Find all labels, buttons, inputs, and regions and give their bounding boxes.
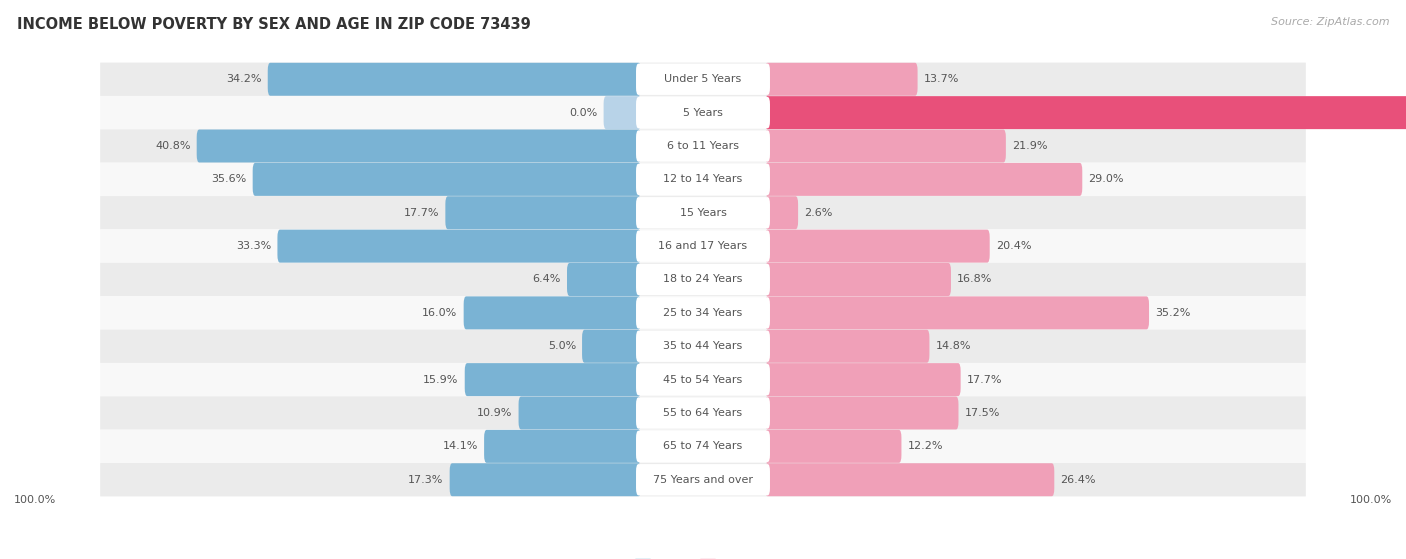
- Text: 15 Years: 15 Years: [679, 208, 727, 218]
- FancyBboxPatch shape: [765, 263, 950, 296]
- FancyBboxPatch shape: [636, 330, 770, 362]
- Text: INCOME BELOW POVERTY BY SEX AND AGE IN ZIP CODE 73439: INCOME BELOW POVERTY BY SEX AND AGE IN Z…: [17, 17, 530, 32]
- FancyBboxPatch shape: [100, 263, 1306, 296]
- FancyBboxPatch shape: [253, 163, 641, 196]
- Text: 13.7%: 13.7%: [924, 74, 959, 84]
- FancyBboxPatch shape: [636, 297, 770, 329]
- FancyBboxPatch shape: [100, 396, 1306, 430]
- Text: 12 to 14 Years: 12 to 14 Years: [664, 174, 742, 184]
- Text: 6.4%: 6.4%: [533, 274, 561, 285]
- FancyBboxPatch shape: [450, 463, 641, 496]
- Text: 40.8%: 40.8%: [155, 141, 191, 151]
- Text: 12.2%: 12.2%: [907, 442, 943, 451]
- FancyBboxPatch shape: [636, 64, 770, 95]
- FancyBboxPatch shape: [603, 96, 641, 129]
- FancyBboxPatch shape: [567, 263, 641, 296]
- Text: 16 and 17 Years: 16 and 17 Years: [658, 241, 748, 251]
- FancyBboxPatch shape: [636, 197, 770, 229]
- FancyBboxPatch shape: [100, 96, 1306, 129]
- FancyBboxPatch shape: [100, 463, 1306, 496]
- Text: 55 to 64 Years: 55 to 64 Years: [664, 408, 742, 418]
- Text: 29.0%: 29.0%: [1088, 174, 1123, 184]
- FancyBboxPatch shape: [765, 196, 799, 229]
- FancyBboxPatch shape: [636, 464, 770, 495]
- FancyBboxPatch shape: [765, 63, 918, 96]
- FancyBboxPatch shape: [267, 63, 641, 96]
- FancyBboxPatch shape: [765, 363, 960, 396]
- Text: 26.4%: 26.4%: [1060, 475, 1095, 485]
- Text: 17.7%: 17.7%: [404, 208, 439, 218]
- FancyBboxPatch shape: [636, 130, 770, 162]
- Text: 16.8%: 16.8%: [957, 274, 993, 285]
- FancyBboxPatch shape: [765, 396, 959, 429]
- FancyBboxPatch shape: [765, 130, 1005, 163]
- FancyBboxPatch shape: [100, 163, 1306, 196]
- Text: 14.1%: 14.1%: [443, 442, 478, 451]
- Text: 35 to 44 Years: 35 to 44 Years: [664, 341, 742, 351]
- FancyBboxPatch shape: [465, 363, 641, 396]
- Text: Source: ZipAtlas.com: Source: ZipAtlas.com: [1271, 17, 1389, 27]
- Text: 35.2%: 35.2%: [1156, 308, 1191, 318]
- Text: 20.4%: 20.4%: [995, 241, 1031, 251]
- Text: 21.9%: 21.9%: [1012, 141, 1047, 151]
- FancyBboxPatch shape: [484, 430, 641, 463]
- FancyBboxPatch shape: [765, 463, 1054, 496]
- FancyBboxPatch shape: [100, 330, 1306, 363]
- Text: 33.3%: 33.3%: [236, 241, 271, 251]
- FancyBboxPatch shape: [765, 230, 990, 263]
- FancyBboxPatch shape: [464, 296, 641, 329]
- Text: Under 5 Years: Under 5 Years: [665, 74, 741, 84]
- FancyBboxPatch shape: [197, 130, 641, 163]
- FancyBboxPatch shape: [636, 230, 770, 262]
- FancyBboxPatch shape: [636, 97, 770, 129]
- FancyBboxPatch shape: [446, 196, 641, 229]
- FancyBboxPatch shape: [519, 396, 641, 429]
- Text: 15.9%: 15.9%: [423, 375, 458, 385]
- Text: 17.5%: 17.5%: [965, 408, 1000, 418]
- Text: 75 Years and over: 75 Years and over: [652, 475, 754, 485]
- FancyBboxPatch shape: [277, 230, 641, 263]
- Text: 6 to 11 Years: 6 to 11 Years: [666, 141, 740, 151]
- Text: 17.7%: 17.7%: [967, 375, 1002, 385]
- Text: 17.3%: 17.3%: [408, 475, 443, 485]
- Text: 18 to 24 Years: 18 to 24 Years: [664, 274, 742, 285]
- Text: 14.8%: 14.8%: [935, 341, 972, 351]
- Legend: Male, Female: Male, Female: [630, 555, 776, 559]
- FancyBboxPatch shape: [765, 163, 1083, 196]
- FancyBboxPatch shape: [100, 296, 1306, 330]
- FancyBboxPatch shape: [636, 164, 770, 195]
- FancyBboxPatch shape: [100, 196, 1306, 229]
- FancyBboxPatch shape: [100, 63, 1306, 96]
- Text: 10.9%: 10.9%: [477, 408, 512, 418]
- FancyBboxPatch shape: [765, 330, 929, 363]
- Text: 45 to 54 Years: 45 to 54 Years: [664, 375, 742, 385]
- Text: 100.0%: 100.0%: [1350, 495, 1392, 505]
- Text: 16.0%: 16.0%: [422, 308, 457, 318]
- FancyBboxPatch shape: [636, 430, 770, 462]
- Text: 65 to 74 Years: 65 to 74 Years: [664, 442, 742, 451]
- FancyBboxPatch shape: [636, 364, 770, 395]
- Text: 5 Years: 5 Years: [683, 108, 723, 117]
- Text: 35.6%: 35.6%: [211, 174, 246, 184]
- FancyBboxPatch shape: [100, 430, 1306, 463]
- FancyBboxPatch shape: [765, 430, 901, 463]
- Text: 0.0%: 0.0%: [569, 108, 598, 117]
- Text: 2.6%: 2.6%: [804, 208, 832, 218]
- FancyBboxPatch shape: [765, 296, 1149, 329]
- FancyBboxPatch shape: [100, 363, 1306, 396]
- FancyBboxPatch shape: [582, 330, 641, 363]
- FancyBboxPatch shape: [100, 229, 1306, 263]
- Text: 5.0%: 5.0%: [548, 341, 576, 351]
- FancyBboxPatch shape: [100, 129, 1306, 163]
- Text: 25 to 34 Years: 25 to 34 Years: [664, 308, 742, 318]
- FancyBboxPatch shape: [636, 397, 770, 429]
- Text: 34.2%: 34.2%: [226, 74, 262, 84]
- Text: 100.0%: 100.0%: [14, 495, 56, 505]
- FancyBboxPatch shape: [765, 96, 1406, 129]
- FancyBboxPatch shape: [636, 264, 770, 295]
